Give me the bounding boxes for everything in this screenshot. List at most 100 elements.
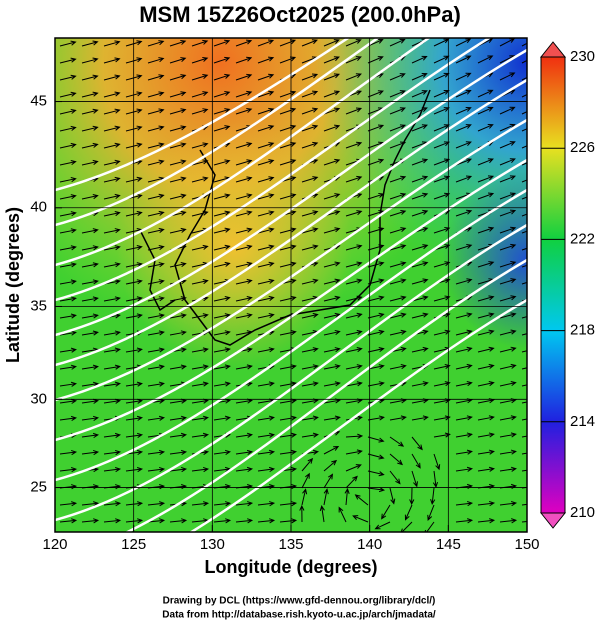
streamline-arrow xyxy=(103,125,121,132)
streamline-arrow xyxy=(389,141,407,149)
streamline-arrow xyxy=(367,90,384,98)
streamline-arrow xyxy=(433,363,451,370)
streamline-arrow xyxy=(103,159,121,166)
streamline-arrow xyxy=(81,142,99,149)
streamline-arrow xyxy=(345,278,363,285)
streamline-arrow xyxy=(323,227,341,234)
streamline-arrow xyxy=(411,278,429,285)
streamline-arrow xyxy=(169,432,188,438)
streamline-arrow xyxy=(499,192,517,200)
streamline-arrow xyxy=(389,227,407,234)
streamline-arrow xyxy=(477,312,495,319)
streamline-arrow xyxy=(455,89,472,98)
streamline-arrow xyxy=(279,432,297,438)
streamline-arrow xyxy=(521,76,527,81)
x-tick-label: 140 xyxy=(357,536,382,553)
streamline-arrow xyxy=(279,124,297,132)
streamline-arrow xyxy=(235,501,254,507)
streamline-arrow xyxy=(147,296,165,302)
streamline-arrow xyxy=(499,106,516,115)
streamline-arrow xyxy=(477,329,495,336)
streamline-arrow xyxy=(455,141,472,149)
streamline-arrow xyxy=(345,364,363,370)
streamline-arrow xyxy=(411,55,428,64)
streamline-arrow xyxy=(59,142,77,149)
streamline-arrow xyxy=(521,333,527,336)
streamline-arrow xyxy=(301,488,308,506)
streamline-arrow xyxy=(354,494,369,506)
y-tick-label: 45 xyxy=(30,93,47,110)
streamline-arrow xyxy=(323,107,341,115)
streamline-arrow xyxy=(411,381,429,387)
contour-line xyxy=(55,38,380,227)
streamline-arrow xyxy=(81,279,99,285)
streamline-arrow xyxy=(411,72,428,81)
streamline-arrow xyxy=(279,244,297,251)
streamline-arrow xyxy=(411,209,429,217)
streamline-arrow xyxy=(367,453,385,460)
streamline-arrow xyxy=(257,159,275,166)
streamline-arrow xyxy=(345,210,363,217)
streamline-arrow xyxy=(433,329,451,336)
streamline-arrow xyxy=(213,227,231,234)
y-tick-label: 30 xyxy=(30,390,47,407)
streamline-arrow xyxy=(499,449,517,455)
x-tick-label: 145 xyxy=(436,536,461,553)
streamline-arrow xyxy=(213,193,231,200)
streamline-arrow xyxy=(301,176,319,183)
streamline-arrow xyxy=(433,261,451,268)
contour-line xyxy=(55,38,432,267)
streamline-arrow xyxy=(345,475,358,489)
streamline-arrow xyxy=(499,329,517,336)
streamline-arrow xyxy=(411,192,429,200)
streamline-arrow xyxy=(323,415,341,421)
streamline-arrow xyxy=(103,193,121,200)
streamline-arrow xyxy=(323,459,338,472)
colorbar-tick-label: 226 xyxy=(570,139,595,156)
streamline-arrow xyxy=(409,487,415,506)
streamline-arrow xyxy=(257,278,275,285)
streamline-arrow xyxy=(235,244,253,251)
streamline-arrow xyxy=(191,279,209,285)
streamline-arrow xyxy=(455,363,473,370)
streamline-arrow xyxy=(103,91,121,98)
streamline-arrow xyxy=(279,261,297,268)
streamline-arrow xyxy=(345,295,363,302)
streamline-arrow xyxy=(81,159,99,166)
streamline-arrow xyxy=(213,415,231,421)
streamline-arrow xyxy=(147,449,166,456)
streamline-arrow xyxy=(455,106,472,115)
streamline-arrow xyxy=(323,278,341,285)
streamline-arrow xyxy=(169,91,187,98)
streamline-arrow xyxy=(411,175,429,183)
streamline-arrow xyxy=(433,432,451,438)
streamline-arrow xyxy=(103,142,121,149)
streamline-arrow xyxy=(191,91,209,98)
streamline-arrow xyxy=(169,296,187,302)
streamline-arrow xyxy=(455,38,472,47)
contour-line xyxy=(55,78,527,367)
streamline-arrow xyxy=(367,124,385,132)
streamline-arrow xyxy=(455,329,473,336)
streamline-arrow xyxy=(433,175,451,183)
streamline-arrow xyxy=(499,501,518,507)
streamline-arrow xyxy=(257,193,275,200)
streamline-arrow xyxy=(389,90,406,98)
streamline-arrow xyxy=(521,213,527,217)
streamline-arrow xyxy=(389,436,405,447)
streamline-arrow xyxy=(213,347,231,353)
streamline-arrow xyxy=(147,40,165,47)
streamline-arrow xyxy=(191,142,209,149)
streamline-arrow xyxy=(169,193,187,200)
streamline-arrow xyxy=(235,90,253,98)
streamline-arrow xyxy=(147,518,166,524)
streamline-arrow xyxy=(411,90,428,98)
streamline-arrow xyxy=(147,381,165,387)
streamline-arrow xyxy=(367,261,385,268)
streamline-arrow xyxy=(499,123,516,132)
streamline-arrow xyxy=(257,466,276,473)
streamline-arrow xyxy=(103,40,121,47)
streamline-arrow xyxy=(477,192,495,200)
streamline-arrow xyxy=(433,192,451,200)
